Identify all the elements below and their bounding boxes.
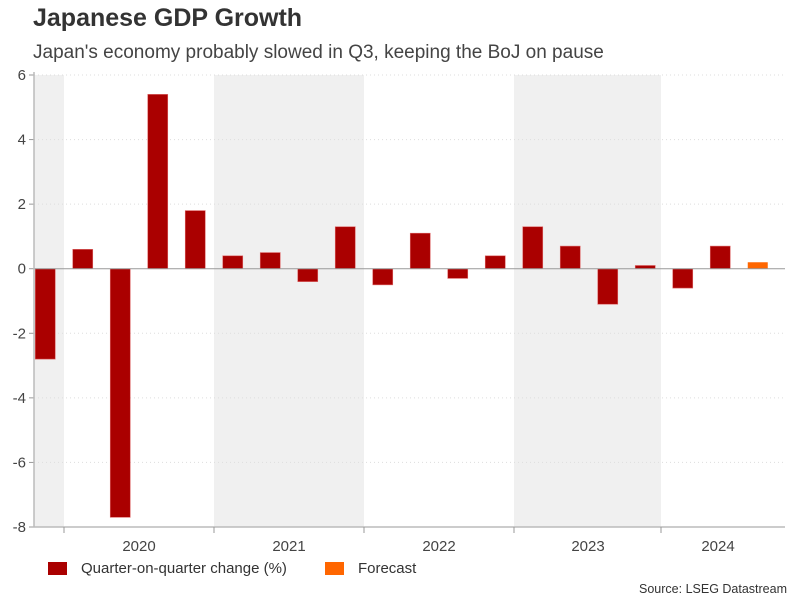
bar-2021-Q4	[334, 226, 356, 270]
x-tick-label-2023: 2023	[571, 538, 604, 555]
shaded-year-band	[214, 75, 364, 527]
y-tick-label: 6	[18, 67, 26, 84]
chart-title: Japanese GDP Growth	[33, 4, 303, 32]
legend-swatch-forecast	[324, 562, 344, 575]
chart-subtitle: Japan's economy probably slowed in Q3, k…	[33, 42, 604, 63]
bar-2021-Q3	[297, 268, 319, 282]
source-note: Source: LSEG Datastream	[639, 582, 787, 596]
legend-item-qoq: Quarter-on-quarter change (%)	[48, 560, 287, 577]
legend-swatch-qoq	[48, 562, 67, 575]
legend-item-forecast: Forecast	[324, 560, 417, 577]
x-tick-label-2021: 2021	[272, 538, 305, 555]
legend: Quarter-on-quarter change (%) Forecast	[48, 560, 454, 577]
bar-2021-Q1	[222, 255, 244, 270]
bar-2024-Q3	[747, 262, 768, 269]
bar-2022-Q4	[484, 255, 506, 270]
bar-2020-Q2	[109, 268, 131, 518]
bar-2022-Q1	[372, 268, 394, 286]
y-tick-label: 4	[18, 132, 26, 149]
bar-2024-Q2	[709, 245, 731, 270]
bar-2023-Q2	[559, 245, 581, 270]
bar-2020-Q4	[184, 210, 206, 270]
bar-2020-Q1	[72, 249, 94, 270]
shaded-year-band	[514, 75, 661, 527]
y-tick-label: -6	[13, 454, 26, 471]
legend-label-forecast: Forecast	[357, 560, 417, 577]
bar-2023-Q3	[597, 268, 619, 305]
y-tick-label: -4	[13, 390, 26, 407]
y-tick-label: 0	[18, 261, 26, 278]
bar-2022-Q3	[447, 268, 469, 279]
y-tick-label: -8	[13, 519, 26, 536]
x-tick-label-2020: 2020	[122, 538, 155, 555]
x-tick-label-2024: 2024	[701, 538, 734, 555]
y-tick-label: -2	[13, 325, 26, 342]
x-tick-label-2022: 2022	[422, 538, 455, 555]
bar-2022-Q2	[409, 232, 431, 270]
bar-2024-Q1	[672, 268, 694, 289]
bar-2021-Q2	[259, 252, 281, 270]
y-tick-label: 2	[18, 196, 26, 213]
bar-2019-Q4	[34, 268, 56, 360]
legend-label-qoq: Quarter-on-quarter change (%)	[81, 560, 287, 577]
bar-2020-Q3	[147, 94, 169, 270]
bar-2023-Q1	[522, 226, 544, 270]
